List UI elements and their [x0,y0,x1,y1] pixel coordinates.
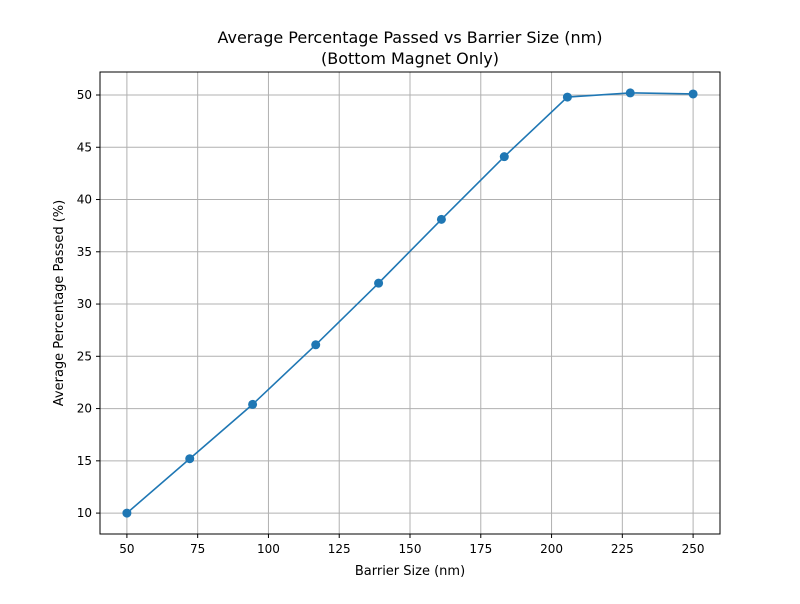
data-point [688,89,698,99]
x-tick-label: 225 [611,542,634,556]
x-tick-label: 150 [399,542,422,556]
y-tick-label: 20 [77,402,92,416]
x-axis-label: Barrier Size (nm) [355,564,465,579]
x-tick-label: 100 [257,542,280,556]
x-tick-label: 250 [682,542,705,556]
data-point [436,214,446,224]
plot-area-frame [99,71,721,535]
data-point [499,152,509,162]
data-point [562,92,572,102]
x-tick-label: 125 [328,542,351,556]
y-tick-label: 25 [77,349,92,363]
y-tick-label: 45 [77,140,92,154]
y-tick-label: 10 [77,506,92,520]
y-tick-label: 15 [77,454,92,468]
data-point [185,454,195,464]
y-tick-label: 40 [77,193,92,207]
x-tick-label: 175 [469,542,492,556]
axis-ticks: 50 75 100 125 150 175 200 225 250 10 15 20 25 30 35 40 4… [77,88,705,556]
data-point [374,278,384,288]
grid-lines [100,72,720,534]
series-line [126,92,694,514]
chart-title: Average Percentage Passed vs Barrier Siz… [217,28,602,47]
data-point [625,88,635,98]
series-layer [122,88,698,518]
x-tick-label: 75 [190,542,205,556]
x-tick-label: 200 [540,542,563,556]
y-tick-label: 35 [77,245,92,259]
data-point [248,399,258,409]
chart-subtitle: (Bottom Magnet Only) [321,49,499,68]
y-tick-label: 50 [77,88,92,102]
y-tick-label: 30 [77,297,92,311]
x-tick-label: 50 [119,542,134,556]
data-point [311,340,321,350]
data-point [122,508,132,518]
y-axis-label: Average Percentage Passed (%) [52,200,67,406]
